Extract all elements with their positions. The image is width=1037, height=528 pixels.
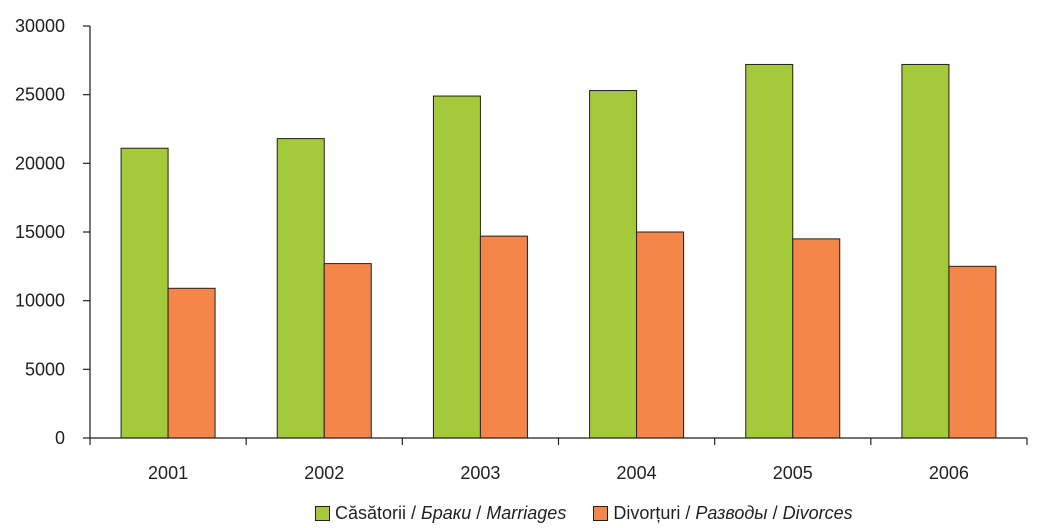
legend-text-ru: Разводы — [695, 503, 768, 523]
legend-text-ro: Divorțuri / — [613, 503, 696, 523]
bar-marriages — [745, 63, 794, 439]
bar-marriages — [276, 138, 325, 439]
bars-group — [120, 63, 997, 439]
x-axis-ticks: 2001 2002 2003 2004 2005 2006 — [89, 438, 1028, 483]
bar-divorces — [792, 238, 841, 439]
x-tick-label: 2004 — [617, 463, 657, 483]
legend: Căsătorii / Браки / Marriages Divorțuri … — [315, 503, 875, 525]
legend-label-marriages: Căsătorii / Браки / Marriages — [335, 503, 566, 523]
bar-divorces — [479, 235, 528, 439]
legend-item-divorces: Divorțuri / Разводы / Divorces — [593, 503, 853, 523]
legend-swatch-marriages — [315, 505, 330, 521]
legend-item-marriages: Căsătorii / Браки / Marriages — [315, 503, 566, 523]
x-tick-label: 2005 — [773, 463, 813, 483]
x-tick-label: 2003 — [460, 463, 500, 483]
y-tick-label: 5000 — [25, 359, 65, 379]
y-tick-label: 0 — [55, 428, 65, 448]
y-axis-ticks: 0 5000 10000 15000 20000 25000 30000 — [15, 16, 90, 448]
legend-text-ru: Браки — [421, 503, 472, 523]
x-tick-label: 2006 — [929, 463, 969, 483]
y-tick-label: 20000 — [15, 153, 65, 173]
y-tick-label: 25000 — [15, 85, 65, 105]
bar-marriages — [589, 90, 638, 439]
y-tick-label: 15000 — [15, 222, 65, 242]
bar-divorces — [636, 231, 685, 439]
legend-text-en: Marriages — [486, 503, 567, 523]
legend-text-ro: Căsătorii / — [335, 503, 422, 523]
legend-separator: / — [471, 503, 487, 523]
bar-divorces — [323, 263, 372, 439]
y-tick-label: 30000 — [15, 16, 65, 36]
x-tick-label: 2001 — [148, 463, 188, 483]
x-tick-label: 2002 — [304, 463, 344, 483]
bar-marriages — [901, 63, 950, 439]
bar-divorces — [167, 287, 216, 439]
legend-label-divorces: Divorțuri / Разводы / Divorces — [613, 503, 852, 523]
bar-marriages — [432, 95, 481, 439]
legend-text-en: Divorces — [782, 503, 853, 523]
legend-separator: / — [767, 503, 783, 523]
bar-divorces — [948, 265, 997, 439]
legend-swatch-divorces — [593, 505, 609, 521]
bar-marriages — [120, 147, 169, 439]
y-tick-label: 10000 — [15, 291, 65, 311]
